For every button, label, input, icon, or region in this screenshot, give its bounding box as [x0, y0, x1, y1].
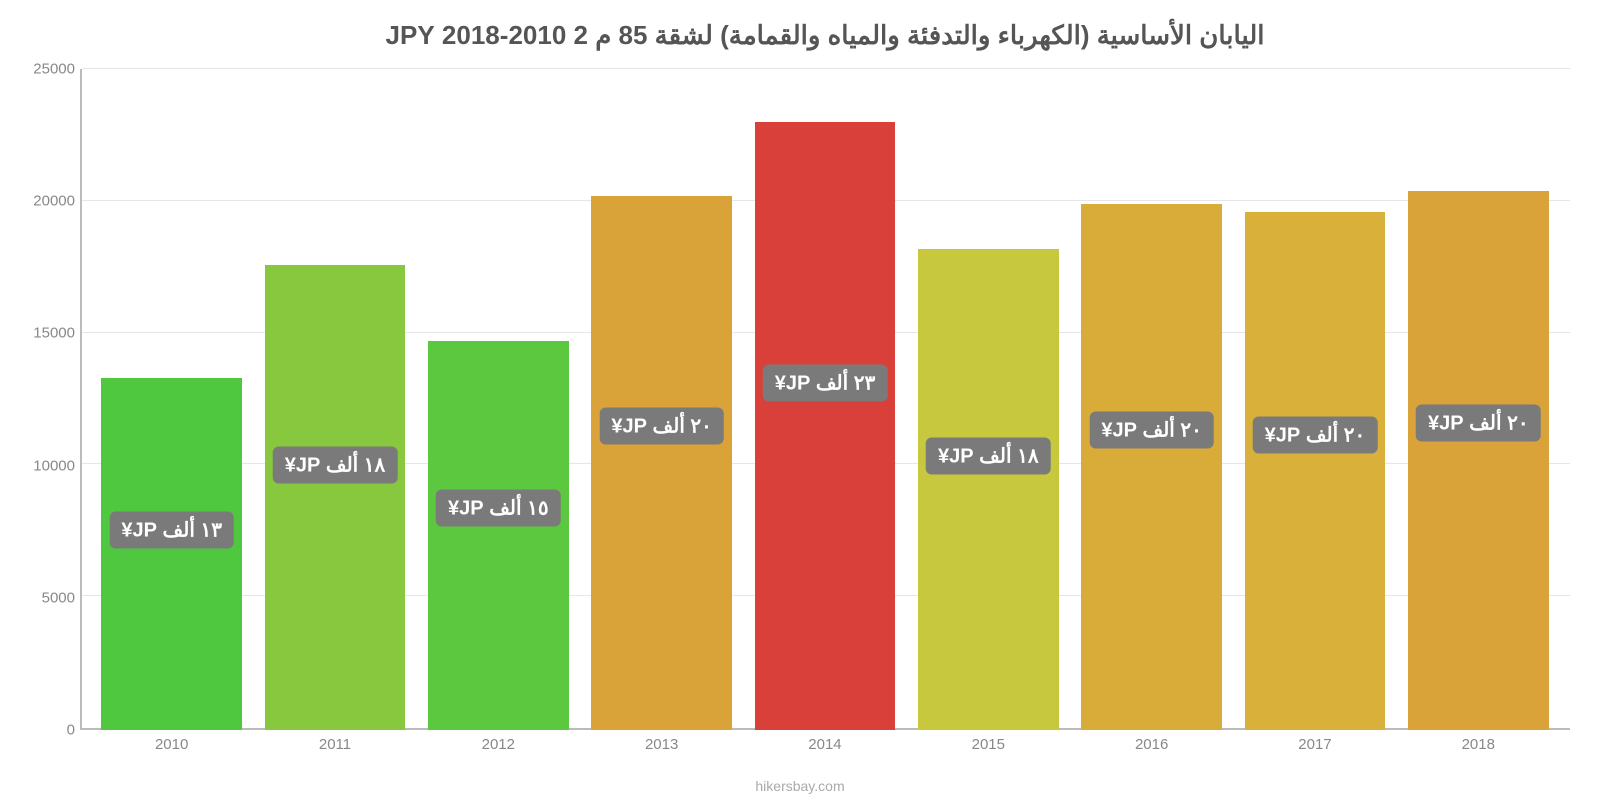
bar	[428, 341, 568, 730]
x-tick-label: 2010	[90, 730, 253, 760]
bar-value-label: ٢٠ ألف JP¥	[1416, 404, 1541, 441]
chart-container: اليابان الأساسية (الكهرباء والتدفئة والم…	[0, 0, 1600, 800]
x-tick-label: 2011	[253, 730, 416, 760]
bar-slot: ١٥ ألف JP¥	[417, 69, 580, 730]
bar-slot: ١٨ ألف JP¥	[253, 69, 416, 730]
y-tick-label: 0	[15, 722, 75, 739]
bar	[1408, 191, 1548, 730]
x-tick-label: 2017	[1233, 730, 1396, 760]
bar-slot: ١٣ ألف JP¥	[90, 69, 253, 730]
y-tick-label: 25000	[15, 61, 75, 78]
x-tick-label: 2018	[1397, 730, 1560, 760]
bar-value-label: ٢٠ ألف JP¥	[599, 407, 724, 444]
bar	[1081, 204, 1221, 730]
y-tick-label: 5000	[15, 589, 75, 606]
bars-container: ١٣ ألف JP¥ ١٨ ألف JP¥ ١٥ ألف JP¥ ٢٠ ألف JP¥…	[80, 69, 1570, 730]
bar-value-label: ٢٠ ألف JP¥	[1253, 416, 1378, 453]
x-tick-label: 2015	[907, 730, 1070, 760]
x-axis: 201020112012201320142015201620172018	[80, 730, 1570, 760]
y-tick-label: 10000	[15, 457, 75, 474]
chart-title: اليابان الأساسية (الكهرباء والتدفئة والم…	[80, 20, 1570, 51]
x-tick-label: 2012	[417, 730, 580, 760]
bar	[265, 265, 405, 730]
x-tick-label: 2016	[1070, 730, 1233, 760]
x-tick-label: 2013	[580, 730, 743, 760]
bar-value-label: ١٨ ألف JP¥	[926, 437, 1051, 474]
bar-value-label: ٢٣ ألف JP¥	[763, 365, 888, 402]
bar-slot: ١٨ ألف JP¥	[907, 69, 1070, 730]
y-tick-label: 20000	[15, 193, 75, 210]
bar-value-label: ١٣ ألف JP¥	[109, 511, 234, 548]
bar	[591, 196, 731, 730]
y-axis: 0500010000150002000025000	[15, 69, 75, 730]
attribution: hikersbay.com	[755, 778, 844, 794]
bar	[1245, 212, 1385, 730]
bar-slot: ٢٠ ألف JP¥	[1070, 69, 1233, 730]
y-tick-label: 15000	[15, 325, 75, 342]
bar-value-label: ١٨ ألف JP¥	[273, 446, 398, 483]
bar-slot: ٢٠ ألف JP¥	[580, 69, 743, 730]
bar-value-label: ١٥ ألف JP¥	[436, 490, 561, 527]
x-tick-label: 2014	[743, 730, 906, 760]
bar-value-label: ٢٠ ألف JP¥	[1089, 412, 1214, 449]
plot-area: 0500010000150002000025000 ١٣ ألف JP¥١٨ أ…	[80, 69, 1570, 760]
bar-slot: ٢٠ ألف JP¥	[1397, 69, 1560, 730]
bar	[755, 122, 895, 730]
bar	[918, 249, 1058, 730]
bar-slot: ٢٣ ألف JP¥	[743, 69, 906, 730]
bar-slot: ٢٠ ألف JP¥	[1233, 69, 1396, 730]
bar	[101, 378, 241, 730]
